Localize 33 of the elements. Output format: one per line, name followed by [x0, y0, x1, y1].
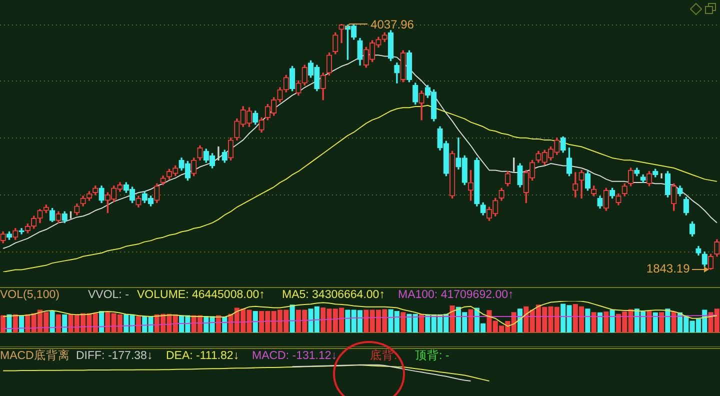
bar [610, 310, 615, 333]
bar [652, 312, 658, 333]
annotation: VOLUME: 46445008.00↑ [137, 288, 265, 302]
bar [56, 314, 61, 333]
bar [252, 310, 258, 333]
annotation: MA100: 41709692.00↑ [398, 288, 514, 302]
bar [419, 314, 424, 333]
bar [597, 312, 603, 333]
bar [136, 316, 141, 333]
bar [585, 308, 590, 333]
text: MACD: -131.12↓ [252, 349, 338, 363]
text: 顶背: - [415, 349, 450, 363]
bar [450, 305, 455, 333]
bar [646, 310, 652, 333]
chart-title: VOL(5,100) [0, 288, 60, 302]
annotation: 1843.19 [646, 262, 690, 276]
bar [671, 312, 676, 333]
bar [0, 315, 6, 333]
chart-title: MACD底背离 [0, 349, 70, 363]
bar [400, 312, 406, 333]
bar [62, 314, 68, 333]
annotation: 4037.96 [370, 17, 414, 32]
text: DIFF: -177.38↓ [76, 349, 153, 363]
bar [665, 308, 670, 333]
text: DEA: -111.82↓ [166, 349, 240, 363]
bar [50, 310, 55, 333]
bar [659, 312, 664, 333]
annotation: VVOL: - [88, 288, 129, 302]
bar [290, 304, 295, 333]
bar [591, 312, 596, 333]
bar [604, 312, 609, 333]
bar [468, 309, 474, 333]
annotation: MA5: 34306664.00↑ [282, 288, 385, 302]
